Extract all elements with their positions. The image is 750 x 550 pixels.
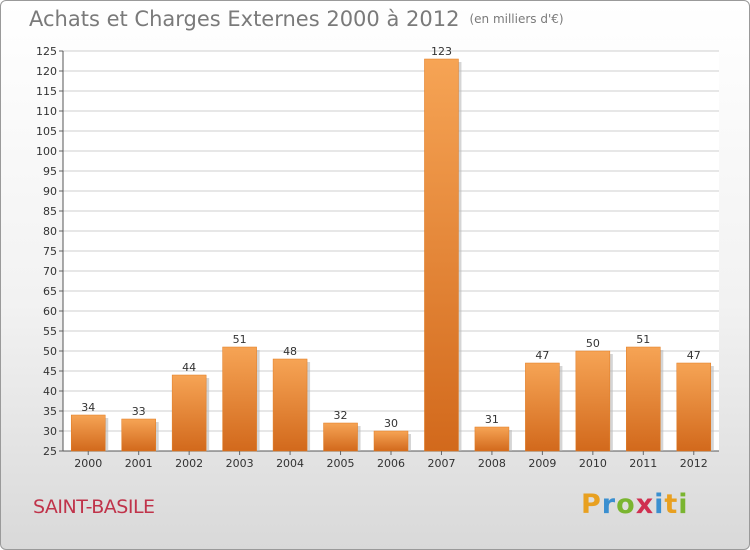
bar	[222, 346, 257, 452]
y-tick-label: 50	[43, 345, 57, 358]
x-tick-label: 2004	[276, 457, 304, 470]
chart-title-text: Achats et Charges Externes 2000 à 2012	[29, 7, 460, 31]
x-tick-label: 2008	[478, 457, 506, 470]
y-tick-label: 105	[36, 125, 57, 138]
logo-letter: x	[635, 489, 655, 520]
bar	[474, 426, 510, 452]
y-tick-label: 115	[36, 85, 57, 98]
y-tick-label: 120	[36, 65, 57, 78]
bar	[424, 58, 459, 452]
y-tick-label: 65	[43, 285, 57, 298]
y-tick-label: 100	[36, 145, 57, 158]
bar	[626, 346, 661, 452]
place-name: SAINT-BASILE	[33, 496, 155, 518]
x-tick-label: 2000	[74, 457, 102, 470]
bar	[323, 422, 358, 452]
y-tick-label: 40	[43, 385, 57, 398]
y-tick-label: 30	[43, 425, 57, 438]
y-tick-label: 75	[43, 245, 57, 258]
logo-letter: o	[616, 489, 636, 520]
y-tick-label: 35	[43, 405, 57, 418]
x-tick-label: 2012	[680, 457, 708, 470]
bar	[121, 418, 156, 452]
bar-value-label: 48	[283, 345, 297, 358]
bar-value-label: 31	[485, 413, 499, 426]
logo-letter: t	[664, 489, 679, 520]
x-tick-label: 2009	[528, 457, 556, 470]
y-tick-label: 110	[36, 105, 57, 118]
y-tick-label: 70	[43, 265, 57, 278]
y-tick-label: 95	[43, 165, 57, 178]
chart-subtitle: (en milliers d'€)	[469, 12, 564, 26]
bar-value-label: 34	[81, 401, 95, 414]
bar-value-label: 123	[431, 45, 452, 58]
y-tick-label: 60	[43, 305, 57, 318]
logo-letter: r	[601, 489, 617, 520]
bar-value-label: 47	[687, 349, 701, 362]
x-tick-label: 2002	[175, 457, 203, 470]
chart-title: Achats et Charges Externes 2000 à 2012 (e…	[29, 7, 564, 31]
bar	[70, 414, 106, 452]
y-tick-label: 90	[43, 185, 57, 198]
y-tick-label: 80	[43, 225, 57, 238]
bar-value-label: 33	[132, 405, 146, 418]
bar-value-label: 51	[636, 333, 650, 346]
bar	[171, 374, 207, 452]
bar-value-label: 47	[535, 349, 549, 362]
bar	[373, 430, 409, 452]
x-tick-label: 2006	[377, 457, 405, 470]
bar	[272, 358, 308, 452]
bar-value-label: 44	[182, 361, 196, 374]
x-tick-label: 2001	[125, 457, 153, 470]
logo-letter: i	[654, 489, 665, 520]
bar	[676, 362, 712, 452]
logo-letter: P	[581, 489, 602, 520]
x-tick-label: 2005	[327, 457, 355, 470]
bar-value-label: 50	[586, 337, 600, 350]
bar-value-label: 30	[384, 417, 398, 430]
proxiti-logo: Proxiti	[581, 489, 689, 520]
x-tick-label: 2010	[579, 457, 607, 470]
y-tick-label: 85	[43, 205, 57, 218]
y-tick-label: 125	[36, 45, 57, 58]
x-tick-label: 2003	[226, 457, 254, 470]
bar	[525, 362, 560, 452]
x-tick-label: 2011	[629, 457, 657, 470]
bar-value-label: 51	[233, 333, 247, 346]
bar	[575, 350, 611, 452]
y-tick-label: 45	[43, 365, 57, 378]
x-tick-label: 2007	[427, 457, 455, 470]
bar-value-label: 32	[334, 409, 348, 422]
logo-letter: i	[678, 489, 689, 520]
y-tick-label: 25	[43, 445, 57, 458]
y-tick-label: 55	[43, 325, 57, 338]
